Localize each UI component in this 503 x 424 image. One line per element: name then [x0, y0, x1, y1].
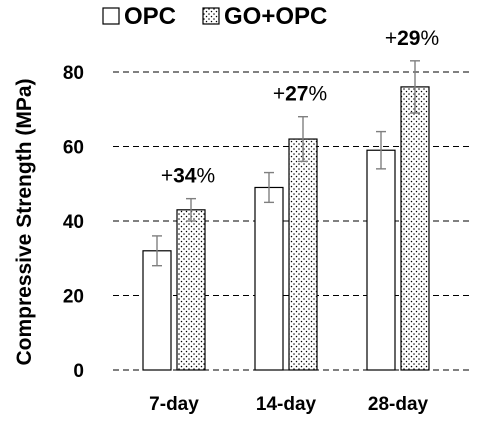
bar-opc-7-day	[142, 250, 172, 371]
legend-swatch-opc	[102, 7, 120, 25]
error-bars	[152, 60, 420, 267]
bar-opc-28-day	[366, 149, 396, 371]
percent-increase-annotation: +29%	[385, 27, 439, 50]
bar-opc-14-day	[254, 186, 284, 371]
legend-swatch-go-opc	[202, 7, 220, 25]
error-bar	[152, 235, 162, 267]
y-tick-label: 60	[63, 138, 84, 159]
y-axis-label: Compressive Strength (MPa)	[13, 78, 36, 365]
y-tick-label: 20	[63, 287, 84, 308]
x-tick-label: 14-day	[256, 394, 317, 415]
error-bar	[186, 197, 196, 222]
percent-increase-annotation: +34%	[161, 165, 215, 188]
percent-increase-annotation: +27%	[273, 83, 327, 106]
y-tick-labels: 0 20 40 60 80	[63, 63, 84, 382]
bar-go-opc-7-day	[176, 209, 206, 371]
error-bar	[410, 60, 420, 114]
annotations: +34% +27% +29%	[161, 27, 439, 188]
x-tick-label: 7-day	[149, 394, 199, 415]
y-tick-label: 80	[63, 63, 84, 84]
x-tick-labels: 7-day 14-day 28-day	[149, 394, 428, 415]
error-bar	[376, 130, 386, 170]
bars	[142, 86, 430, 371]
error-bar	[298, 115, 308, 163]
y-tick-label: 40	[63, 212, 84, 233]
x-tick-label: 28-day	[368, 394, 429, 415]
y-tick-label: 0	[73, 361, 84, 382]
legend-label-go-opc: GO+OPC	[224, 3, 327, 30]
error-bar	[264, 171, 274, 204]
bar-go-opc-28-day	[400, 86, 430, 371]
legend: OPC GO+OPC	[102, 3, 327, 30]
bar-go-opc-14-day	[288, 138, 318, 371]
legend-label-opc: OPC	[124, 3, 176, 30]
